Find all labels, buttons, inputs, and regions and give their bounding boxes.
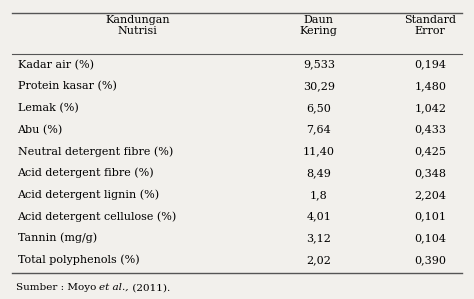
Text: 0,390: 0,390: [414, 255, 446, 265]
Text: 1,8: 1,8: [310, 190, 328, 200]
Text: Abu (%): Abu (%): [18, 125, 63, 135]
Text: Sumber : Moyo: Sumber : Moyo: [16, 283, 99, 292]
Text: Total polyphenols (%): Total polyphenols (%): [18, 254, 139, 265]
Text: Tannin (mg/g): Tannin (mg/g): [18, 233, 97, 243]
Text: 9,533: 9,533: [303, 60, 335, 70]
Text: 0,104: 0,104: [414, 233, 446, 243]
Text: 6,50: 6,50: [306, 103, 331, 113]
Text: (2011).: (2011).: [129, 283, 170, 292]
Text: Standard
Error: Standard Error: [404, 15, 456, 36]
Text: Acid detergent cellulose (%): Acid detergent cellulose (%): [18, 211, 177, 222]
Text: 0,425: 0,425: [414, 147, 446, 156]
Text: Acid detergent fibre (%): Acid detergent fibre (%): [18, 168, 154, 178]
Text: 2,02: 2,02: [306, 255, 331, 265]
Text: Neutral detergent fibre (%): Neutral detergent fibre (%): [18, 146, 173, 157]
Text: et al.,: et al.,: [99, 283, 129, 292]
Text: 4,01: 4,01: [306, 211, 331, 221]
Text: 1,042: 1,042: [414, 103, 446, 113]
Text: Daun
Kering: Daun Kering: [300, 15, 337, 36]
Text: Protein kasar (%): Protein kasar (%): [18, 81, 117, 91]
Text: Acid detergent lignin (%): Acid detergent lignin (%): [18, 190, 160, 200]
Text: Lemak (%): Lemak (%): [18, 103, 78, 113]
Text: 0,101: 0,101: [414, 211, 446, 221]
Text: Kadar air (%): Kadar air (%): [18, 60, 93, 70]
Text: 7,64: 7,64: [306, 125, 331, 135]
Text: 30,29: 30,29: [303, 81, 335, 91]
Text: 11,40: 11,40: [303, 147, 335, 156]
Text: 2,204: 2,204: [414, 190, 446, 200]
Text: 0,194: 0,194: [414, 60, 446, 70]
Text: 0,348: 0,348: [414, 168, 446, 178]
Text: Kandungan
Nutrisi: Kandungan Nutrisi: [105, 15, 170, 36]
Text: 3,12: 3,12: [306, 233, 331, 243]
Text: 1,480: 1,480: [414, 81, 446, 91]
Text: 8,49: 8,49: [306, 168, 331, 178]
Text: 0,433: 0,433: [414, 125, 446, 135]
